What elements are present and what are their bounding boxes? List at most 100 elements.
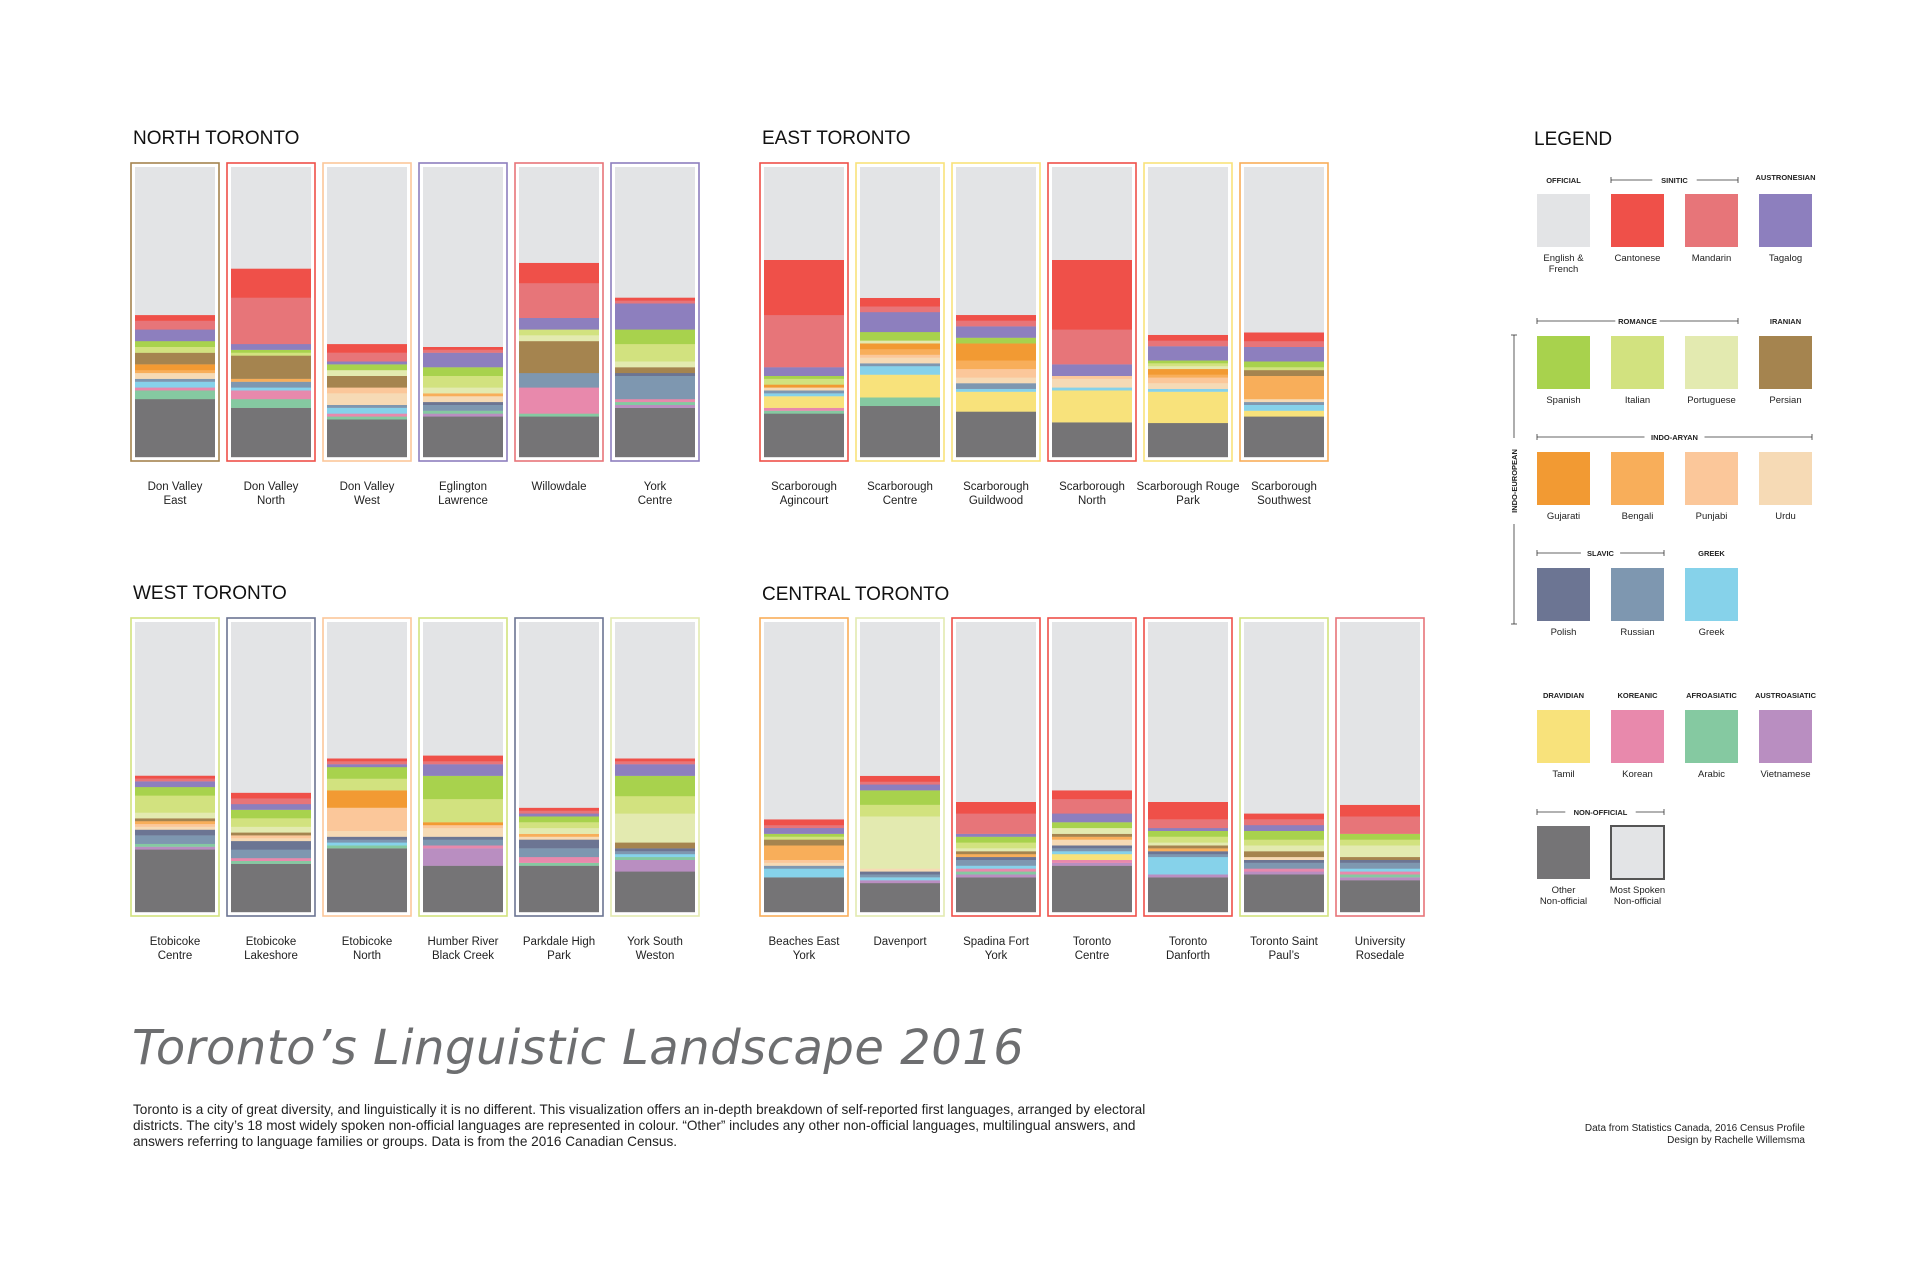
legend-label: Persian [1769, 395, 1801, 406]
bar-segment-greek [327, 407, 407, 414]
bar-segment-russian [519, 372, 599, 388]
bar-segment-polish [1340, 859, 1420, 863]
bar-segment-italian [423, 798, 503, 823]
bar-segment-portuguese [135, 812, 215, 819]
bar-segment-korean [764, 407, 844, 411]
bar-segment-russian [764, 390, 844, 394]
bar-segment-mandarin [1052, 329, 1132, 365]
district-label: York [644, 481, 667, 493]
bar-segment-italian [231, 818, 311, 827]
bar-segment-urdu [1148, 383, 1228, 389]
bar-segment-other [135, 399, 215, 458]
legend-group-label: SINITIC [1661, 176, 1688, 185]
bar-segment-portuguese [519, 335, 599, 342]
bar-segment-vietnamese [1340, 877, 1420, 881]
district-label: Scarborough [771, 481, 837, 493]
district-label: Spadina Fort [963, 936, 1030, 948]
bar-segment-mandarin [764, 825, 844, 829]
bar-segment-urdu [1052, 378, 1132, 388]
bar-segment-english_french [231, 622, 311, 793]
district-frame [130, 162, 220, 462]
bar-segment-vietnamese [1148, 874, 1228, 878]
district-label: West [354, 495, 381, 507]
bar-segment-english_french [1148, 622, 1228, 802]
legend-label: Cantonese [1615, 253, 1661, 264]
legend-swatch-most_spoken [1610, 825, 1665, 880]
bar-segment-spanish [519, 816, 599, 823]
legend-bracket-gap [1644, 432, 1705, 442]
district-label: Don Valley [148, 481, 203, 493]
legend-label: Gujarati [1547, 511, 1580, 522]
bar-segment-bengali [423, 393, 503, 397]
bar-segment-bengali [231, 378, 311, 382]
bar-segment-cantonese [231, 268, 311, 298]
bar-segment-urdu [860, 357, 940, 364]
bar-segment-punjabi [956, 368, 1036, 378]
legend-swatch-persian [1759, 336, 1812, 389]
legend-label: Punjabi [1696, 511, 1728, 522]
bar-segment-mandarin [615, 300, 695, 304]
district-label: York South [627, 936, 683, 948]
bar-segment-russian [231, 849, 311, 859]
bar-segment-russian [327, 404, 407, 408]
district-frame [855, 617, 945, 917]
district-frame [226, 162, 316, 462]
district-frame [1143, 162, 1233, 462]
region-title: CENTRAL TORONTO [762, 584, 949, 605]
bar-segment-persian [1340, 856, 1420, 860]
legend-swatch-tamil [1537, 710, 1590, 763]
bar-segment-english_french [956, 167, 1036, 316]
bar-segment-mandarin [1052, 798, 1132, 814]
bar-segment-greek [1052, 387, 1132, 391]
legend-label: Urdu [1775, 511, 1796, 522]
legend-label: Other [1552, 885, 1576, 896]
page-title: Toronto’s Linguistic Landscape 2016 [132, 1020, 1025, 1076]
bar-segment-polish [860, 871, 940, 875]
legend-family-gap [1508, 438, 1520, 524]
bar-segment-spanish [1052, 822, 1132, 829]
bar-segment-italian [1340, 839, 1420, 846]
bar-segment-cantonese [1244, 332, 1324, 342]
bar-segment-urdu [1244, 399, 1324, 403]
bar-segment-cantonese [860, 297, 940, 307]
bar-segment-tamil [1052, 854, 1132, 860]
bar-segment-mandarin [519, 810, 599, 814]
bar-segment-other [615, 407, 695, 458]
bar-segment-polish [231, 840, 311, 850]
bar-segment-portuguese [615, 813, 695, 843]
bar-segment-english_french [423, 167, 503, 347]
bar-segment-english_french [423, 622, 503, 756]
legend-group-label: ROMANCE [1618, 317, 1657, 326]
district-label: Scarborough Rouge [1137, 481, 1240, 493]
bar-segment-cantonese [956, 801, 1036, 814]
bar-segment-persian [519, 341, 599, 374]
bar-segment-persian [135, 352, 215, 365]
bar-segment-spanish [327, 767, 407, 779]
bar-segment-vietnamese [1244, 871, 1324, 875]
district-label: Etobicoke [150, 936, 201, 948]
bar-segment-tagalog [1052, 813, 1132, 823]
bar-segment-polish [615, 372, 695, 376]
bar-segment-other [1148, 877, 1228, 913]
bar-segment-italian [135, 346, 215, 353]
bar-segment-persian [956, 851, 1036, 855]
legend-group-label: AUSTROASIATIC [1755, 691, 1817, 700]
credit-design: Design by Rachelle Willemsma [1667, 1135, 1805, 1146]
bar-segment-other [519, 416, 599, 458]
district-frame [514, 617, 604, 917]
bar-segment-russian [135, 835, 215, 844]
bar-segment-english_french [860, 622, 940, 776]
bar-segment-vietnamese [615, 859, 695, 872]
bar-segment-punjabi [1148, 377, 1228, 384]
bar-segment-spanish [231, 809, 311, 819]
bar-segment-italian [956, 842, 1036, 849]
legend-label: Korean [1622, 769, 1653, 780]
bar-segment-urdu [1244, 856, 1324, 860]
bar-segment-persian [1052, 833, 1132, 837]
bar-segment-korean [519, 387, 599, 414]
legend-swatch-urdu [1759, 452, 1812, 505]
bar-segment-russian [615, 851, 695, 855]
bar-segment-bengali [764, 845, 844, 860]
bar-segment-russian [860, 363, 940, 367]
